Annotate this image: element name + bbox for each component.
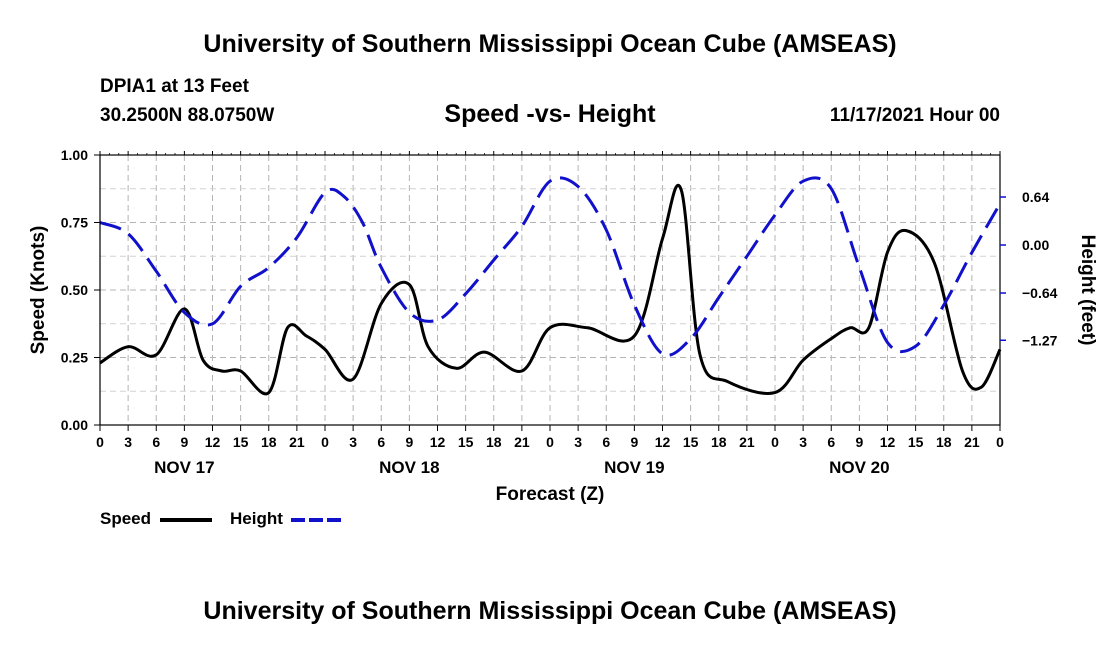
x-tick-label: 12 <box>430 434 446 450</box>
legend-speed-label: Speed <box>100 509 152 528</box>
x-tick-label: 18 <box>486 434 502 450</box>
day-label: NOV 18 <box>379 458 439 477</box>
x-tick-label: 9 <box>630 434 638 450</box>
series-line-speed <box>99 183 1002 396</box>
legend-height-line <box>291 518 343 522</box>
chart-subtitle: Speed -vs- Height <box>444 100 656 128</box>
x-tick-label: 21 <box>739 434 755 450</box>
x-tick-label: 3 <box>349 434 357 450</box>
x-tick-label: 15 <box>683 434 699 450</box>
y2-tick-label: −0.64 <box>1022 285 1058 301</box>
y2-tick-label: 0.00 <box>1022 237 1049 253</box>
y-tick-label: 0.00 <box>61 417 88 433</box>
x-tick-label: 21 <box>514 434 530 450</box>
x-tick-label: 18 <box>261 434 277 450</box>
y-tick-label: 1.00 <box>61 147 88 163</box>
x-tick-label: 0 <box>96 434 104 450</box>
x-tick-label: 12 <box>880 434 896 450</box>
x-tick-label: 15 <box>233 434 249 450</box>
x-tick-label: 6 <box>602 434 610 450</box>
x-tick-label: 21 <box>964 434 980 450</box>
x-tick-label: 6 <box>827 434 835 450</box>
station-label: DPIA1 at 13 Feet <box>100 76 249 97</box>
y2-axis-label: Height (feet) <box>1077 235 1098 346</box>
legend-height: Height <box>230 509 343 529</box>
x-tick-label: 6 <box>152 434 160 450</box>
x-tick-label: 9 <box>855 434 863 450</box>
x-tick-label: 18 <box>936 434 952 450</box>
x-tick-label: 9 <box>180 434 188 450</box>
y-tick-label: 0.75 <box>61 215 88 231</box>
forecast-datetime: 11/17/2021 Hour 00 <box>829 105 1000 126</box>
x-axis-label: Forecast (Z) <box>496 484 605 505</box>
x-tick-label: 12 <box>205 434 221 450</box>
coordinates-label: 30.2500N 88.0750W <box>100 105 275 126</box>
x-tick-label: 18 <box>711 434 727 450</box>
x-tick-label: 15 <box>908 434 924 450</box>
x-tick-label: 0 <box>996 434 1004 450</box>
y2-tick-label: −1.27 <box>1022 332 1058 348</box>
day-label: NOV 20 <box>829 458 889 477</box>
x-tick-label: 3 <box>799 434 807 450</box>
y-tick-label: 0.25 <box>61 350 88 366</box>
y2-tick-label: 0.64 <box>1022 189 1049 205</box>
x-tick-label: 6 <box>377 434 385 450</box>
x-tick-label: 0 <box>546 434 554 450</box>
x-tick-label: 3 <box>124 434 132 450</box>
x-tick-label: 15 <box>458 434 474 450</box>
x-tick-label: 0 <box>771 434 779 450</box>
footer-title: University of Southern Mississippi Ocean… <box>203 597 897 625</box>
day-label: NOV 17 <box>154 458 214 477</box>
x-tick-label: 9 <box>405 434 413 450</box>
legend-height-label: Height <box>230 509 283 528</box>
x-tick-label: 21 <box>289 434 305 450</box>
legend-speed: Speed <box>100 509 212 529</box>
legend-speed-line <box>160 518 212 522</box>
x-tick-label: 0 <box>321 434 329 450</box>
x-tick-label: 3 <box>574 434 582 450</box>
x-tick-label: 12 <box>655 434 671 450</box>
y-axis-label: Speed (Knots) <box>28 226 49 355</box>
y-tick-label: 0.50 <box>61 282 88 298</box>
day-label: NOV 19 <box>604 458 664 477</box>
series-line-height <box>99 176 1002 357</box>
chart-main-title: University of Southern Mississippi Ocean… <box>203 30 897 58</box>
